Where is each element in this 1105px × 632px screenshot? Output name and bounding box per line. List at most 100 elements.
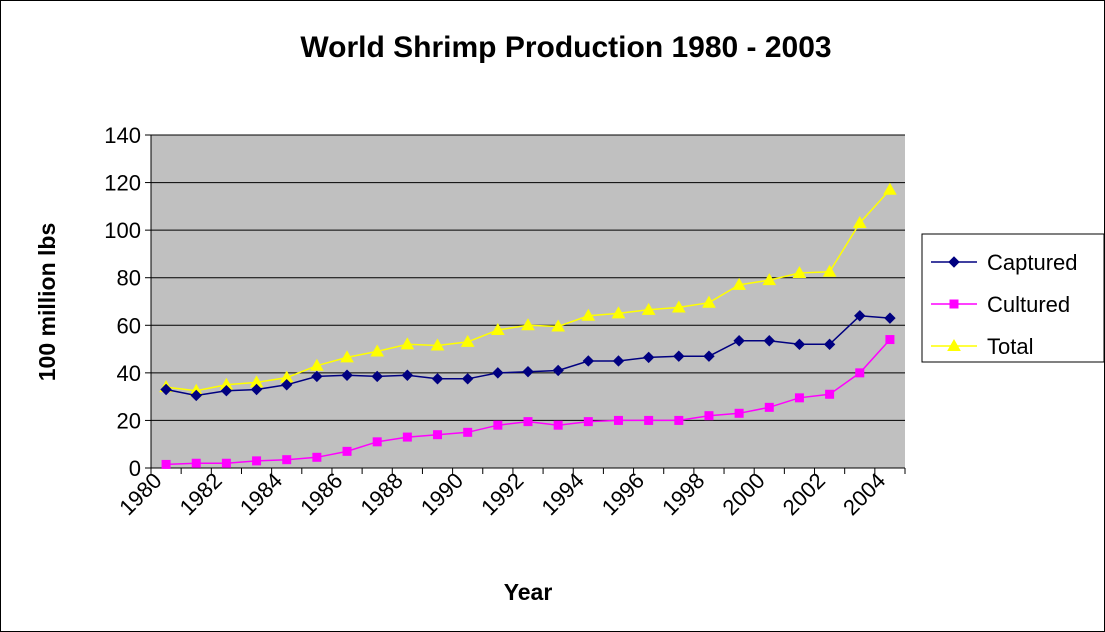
data-point-captured (461, 373, 474, 385)
data-point-captured (823, 338, 836, 351)
x-tick-label: 1984 (235, 468, 287, 520)
data-point-cultured (312, 452, 322, 462)
data-point-total (430, 338, 445, 351)
legend-marker-total (947, 338, 961, 351)
data-point-total (792, 265, 807, 278)
data-point-cultured (402, 432, 412, 442)
data-point-cultured (191, 458, 201, 468)
data-point-captured (341, 369, 353, 381)
x-tick-label: 1994 (536, 468, 588, 520)
data-point-captured (552, 364, 564, 377)
data-point-cultured (794, 393, 804, 403)
data-point-cultured (161, 459, 171, 469)
data-point-total (460, 334, 475, 347)
data-point-captured (190, 389, 202, 402)
x-tick-label: 1998 (657, 468, 709, 520)
legend-label-captured: Captured (987, 250, 1078, 275)
data-point-captured (522, 365, 534, 378)
data-point-cultured (523, 417, 533, 427)
data-point-captured (401, 369, 414, 381)
axes (150, 135, 906, 474)
data-point-total (340, 350, 354, 363)
data-point-cultured (463, 427, 473, 437)
data-point-total (883, 182, 897, 195)
data-point-captured (220, 384, 233, 397)
data-point-total (822, 264, 837, 277)
data-point-cultured (252, 456, 262, 466)
y-tick-labels: 0 20 40 60 80 100 120 140 (104, 123, 141, 481)
data-point-cultured (734, 408, 744, 418)
data-point-total (310, 358, 324, 371)
data-point-total (852, 215, 867, 229)
data-point-captured (281, 379, 293, 391)
data-point-cultured (583, 417, 593, 427)
data-point-cultured (674, 415, 684, 425)
x-tick-label: 1990 (416, 468, 468, 520)
data-point-total (641, 302, 656, 315)
data-point-total (521, 318, 535, 331)
data-point-total (370, 344, 385, 357)
data-point-cultured (644, 415, 654, 425)
data-point-total (611, 306, 626, 319)
data-point-cultured (493, 420, 503, 430)
data-point-total (732, 277, 746, 290)
data-point-cultured (221, 458, 231, 468)
data-point-cultured (282, 455, 292, 465)
series-layer (159, 182, 897, 469)
x-tick-label: 1980 (114, 468, 166, 520)
data-point-captured (733, 335, 745, 347)
data-point-cultured (764, 402, 774, 412)
x-tick-label: 2002 (778, 468, 830, 520)
data-point-total (762, 273, 777, 286)
data-point-captured (642, 351, 655, 364)
data-point-captured (854, 310, 866, 322)
legend-label-cultured: Cultured (987, 292, 1070, 317)
data-point-captured (884, 312, 896, 324)
y-tick-label: 20 (117, 408, 141, 433)
data-point-total (671, 300, 686, 313)
data-point-captured (492, 367, 504, 379)
y-tick-label: 140 (104, 123, 141, 148)
y-tick-label: 40 (117, 361, 141, 386)
x-tick-label: 2000 (717, 468, 769, 520)
legend: Captured Cultured Total (921, 233, 1105, 363)
x-axis-title: Year (504, 579, 553, 605)
y-tick-label: 120 (104, 171, 141, 196)
legend-marker-captured (948, 256, 960, 268)
y-tick-label: 100 (104, 218, 141, 243)
y-tick-label: 80 (117, 266, 141, 291)
data-point-captured (371, 370, 383, 383)
y-axis-title: 100 million lbs (34, 223, 60, 382)
data-point-captured (612, 355, 625, 367)
y-tick-label: 0 (129, 456, 141, 481)
x-tick-label: 1986 (295, 468, 347, 520)
data-point-total (581, 308, 596, 321)
data-point-total (490, 323, 505, 336)
x-tick-label: 1992 (476, 468, 528, 520)
x-tick-label: 2004 (838, 468, 890, 520)
x-tick-labels: 1980 1982 1984 1986 1988 1990 1992 1994 1996 1998… (114, 468, 890, 520)
data-point-captured (431, 373, 444, 385)
x-tick-label: 1996 (597, 468, 649, 520)
x-tick-label: 1982 (175, 468, 227, 520)
data-point-captured (763, 335, 775, 347)
data-point-cultured (372, 437, 382, 447)
data-point-total (551, 319, 566, 332)
data-point-cultured (342, 446, 352, 456)
data-point-cultured (553, 420, 563, 430)
data-point-total (702, 295, 716, 308)
series-cultured (161, 335, 895, 469)
plot-area (151, 135, 905, 468)
data-point-captured (250, 383, 263, 396)
data-point-cultured (704, 411, 714, 421)
data-point-cultured (433, 430, 443, 440)
data-point-total (400, 337, 415, 350)
legend-box (921, 233, 1105, 363)
chart-title: World Shrimp Production 1980 - 2003 (300, 31, 831, 64)
data-point-captured (793, 338, 806, 351)
data-point-captured (160, 383, 172, 396)
data-point-cultured (885, 335, 895, 345)
legend-label-total: Total (987, 334, 1033, 359)
y-tick-label: 60 (117, 313, 141, 338)
